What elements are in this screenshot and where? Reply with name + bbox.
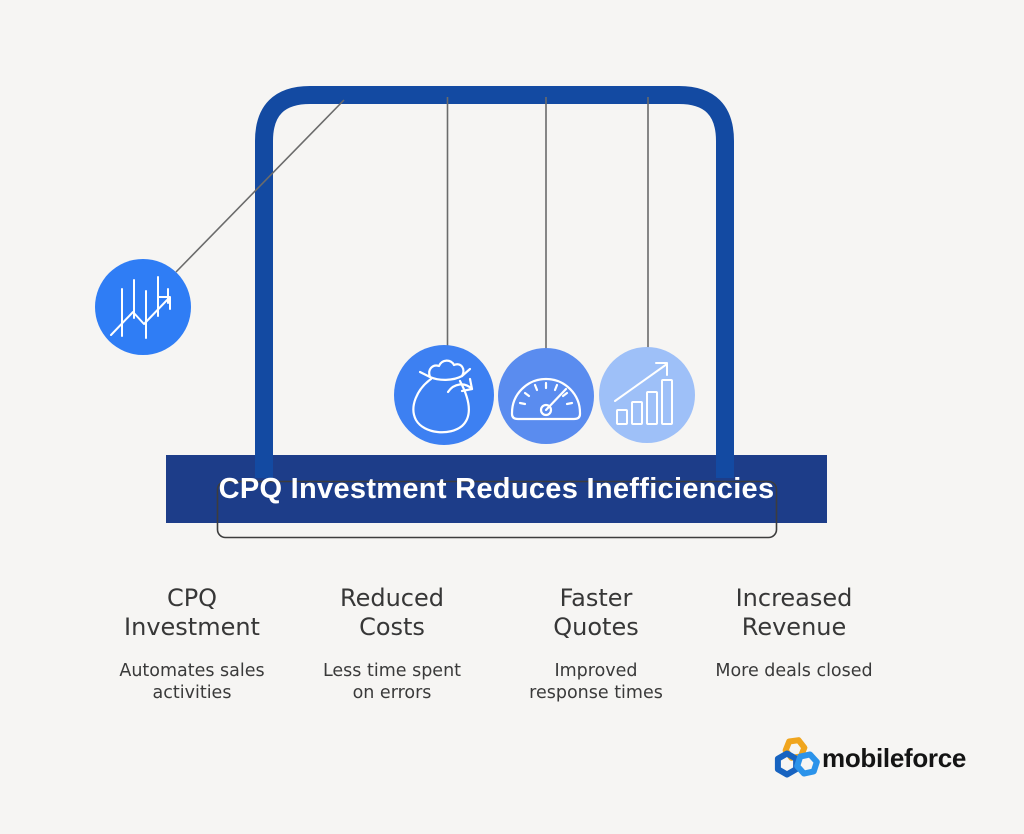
column-description: More deals closed: [676, 660, 912, 682]
string-swung: [175, 99, 345, 273]
description-line: activities: [152, 683, 232, 703]
column-heading: Increased Revenue: [676, 584, 912, 642]
heading-line: Reduced: [339, 584, 444, 612]
mobileforce-logo: mobileforce: [770, 732, 990, 784]
column-heading: Reduced Costs: [274, 584, 510, 642]
column-cpq-investment: CPQ Investment Automates sales activitie…: [74, 584, 310, 704]
heading-line: Costs: [359, 613, 425, 641]
bar-growth-icon: [614, 362, 673, 425]
column-heading: CPQ Investment: [74, 584, 310, 642]
logo-hex-right: [794, 751, 820, 777]
mobileforce-logo-icon: [774, 737, 820, 778]
heading-line: Revenue: [741, 613, 847, 641]
page-title: CPQ Investment Reduces Inefficiencies: [218, 472, 775, 505]
money-bag-icon: [412, 359, 474, 434]
description-line: More deals closed: [715, 661, 873, 681]
column-increased-revenue: Increased Revenue More deals closed: [676, 584, 912, 682]
column-description: Less time spent on errors: [274, 660, 510, 704]
logo-hex-left: [774, 750, 800, 778]
heading-line: Quotes: [553, 613, 639, 641]
heading-line: CPQ: [166, 584, 218, 612]
column-description: Improved response times: [478, 660, 714, 704]
cradle-frame: [255, 86, 734, 478]
description-line: on errors: [352, 683, 432, 703]
description-line: Improved: [554, 661, 638, 681]
column-reduced-costs: Reduced Costs Less time spent on errors: [274, 584, 510, 704]
ball-faster-quotes: [498, 348, 594, 444]
speedometer-icon: [510, 377, 582, 421]
column-heading: Faster Quotes: [478, 584, 714, 642]
cradle-base-outline: [216, 480, 778, 539]
heading-line: Increased: [735, 584, 853, 612]
column-faster-quotes: Faster Quotes Improved response times: [478, 584, 714, 704]
heading-line: Faster: [559, 584, 633, 612]
logo-wordmark: mobileforce: [822, 742, 967, 773]
ball-cpq-investment: [95, 259, 191, 355]
pendulum-strings: [175, 97, 649, 349]
column-description: Automates sales activities: [74, 660, 310, 704]
description-line: response times: [529, 683, 663, 703]
description-line: Less time spent: [322, 661, 462, 681]
heading-line: Investment: [124, 613, 260, 641]
description-line: Automates sales: [119, 661, 265, 681]
stock-chart-icon: [110, 276, 171, 339]
